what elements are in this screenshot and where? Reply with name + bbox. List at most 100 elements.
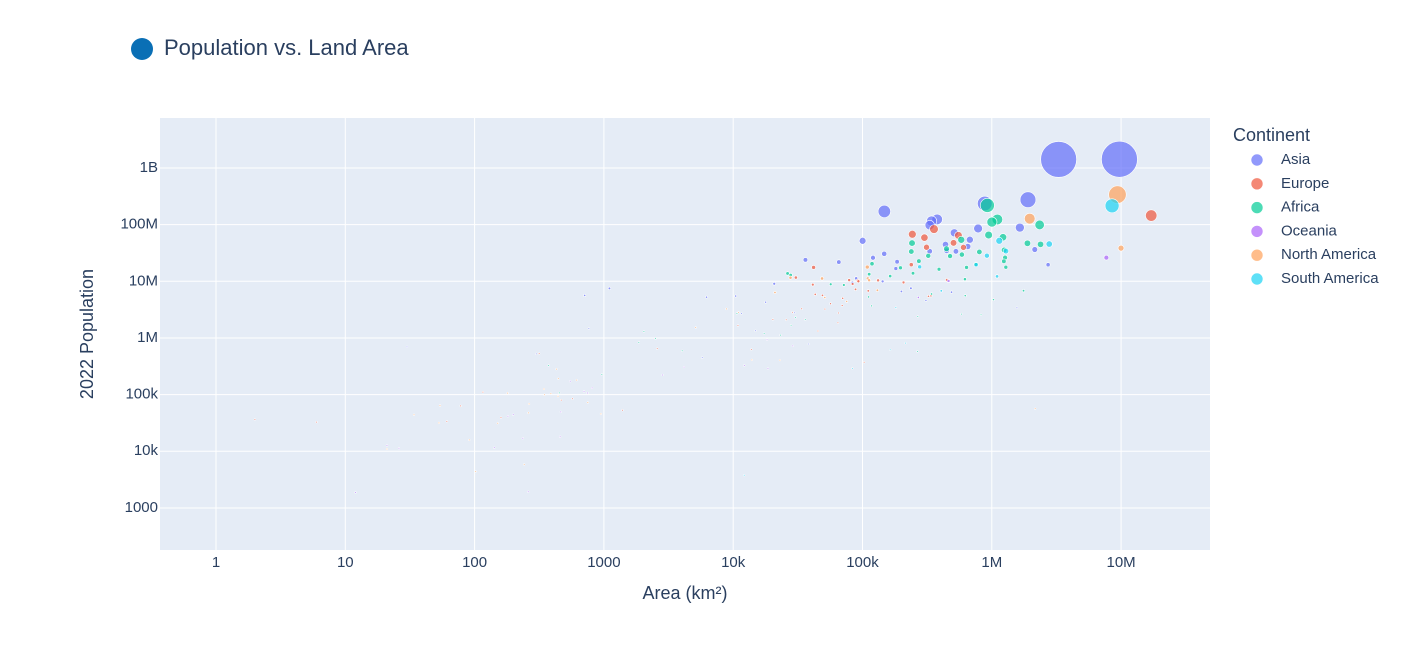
- bubble: [556, 395, 560, 398]
- x-axis-title: Area (km²): [643, 583, 728, 603]
- bubble: [661, 373, 664, 377]
- bubble: [916, 296, 920, 299]
- bubble: [405, 345, 409, 349]
- bubble: [995, 274, 1000, 279]
- bubble: [512, 413, 515, 416]
- bubble: [869, 261, 875, 267]
- bubble: [1104, 198, 1120, 214]
- bubble: [1045, 262, 1051, 268]
- bubble: [916, 258, 922, 264]
- bubble: [901, 280, 906, 285]
- bubble: [917, 264, 923, 270]
- bubble: [880, 279, 885, 284]
- bubble: [681, 349, 684, 352]
- legend-marker[interactable]: [1250, 177, 1264, 191]
- bubble: [385, 444, 389, 447]
- legend-label[interactable]: Africa: [1281, 199, 1320, 216]
- legend-label[interactable]: Oceania: [1281, 222, 1338, 239]
- bubble: [866, 289, 870, 293]
- bubble: [785, 271, 790, 276]
- bubble: [841, 296, 845, 300]
- legend-label[interactable]: South America: [1281, 270, 1379, 287]
- chart-title: Population vs. Land Area: [164, 35, 409, 60]
- bubble: [1037, 240, 1045, 248]
- bubble: [506, 415, 510, 418]
- legend-label[interactable]: Europe: [1281, 175, 1329, 192]
- bubble: [523, 463, 526, 466]
- bubble: [925, 252, 932, 259]
- bubble: [837, 311, 840, 315]
- bubble: [958, 251, 965, 258]
- bubble: [870, 254, 876, 261]
- plot-area: [160, 118, 1210, 550]
- bubble: [800, 307, 803, 310]
- bubble: [459, 404, 462, 407]
- title-icon: [131, 38, 153, 60]
- bubble: [802, 257, 809, 263]
- bubble: [908, 239, 916, 247]
- bubble: [973, 223, 983, 234]
- bubble: [973, 262, 979, 268]
- bubble: [493, 446, 496, 449]
- bubble: [591, 386, 594, 390]
- bubble: [743, 364, 746, 367]
- legend-title: Continent: [1233, 125, 1310, 145]
- bubble: [876, 278, 880, 283]
- bubble: [909, 286, 913, 290]
- legend-label[interactable]: Asia: [1281, 151, 1311, 168]
- y-tick-label: 1M: [137, 329, 158, 346]
- bubble: [939, 289, 943, 293]
- legend-marker[interactable]: [1250, 248, 1264, 262]
- bubble: [1101, 140, 1138, 178]
- bubble: [771, 318, 774, 321]
- bubble: [870, 304, 873, 308]
- bubble: [790, 324, 793, 327]
- bubble: [788, 275, 793, 280]
- bubble: [779, 334, 782, 337]
- y-tick-label: 10M: [129, 272, 158, 289]
- bubble: [816, 329, 820, 333]
- bubble: [811, 265, 816, 270]
- bubble: [923, 243, 930, 251]
- bubble: [736, 324, 740, 327]
- bubble: [557, 377, 560, 380]
- bubble: [654, 337, 657, 340]
- bubble: [845, 300, 848, 303]
- bubble: [763, 332, 766, 335]
- bubble: [547, 364, 550, 367]
- bubble: [481, 390, 485, 394]
- bubble: [853, 287, 858, 291]
- legend-marker[interactable]: [1250, 272, 1264, 286]
- bubble: [793, 311, 796, 314]
- bubble: [582, 390, 586, 393]
- legend-marker[interactable]: [1250, 225, 1264, 238]
- bubble: [1002, 248, 1009, 255]
- bubble: [908, 248, 915, 255]
- bubble: [750, 358, 753, 361]
- bubble: [804, 318, 807, 321]
- bubble: [881, 250, 888, 257]
- y-tick-label: 100k: [125, 386, 158, 403]
- bubble: [836, 321, 840, 324]
- bubble: [984, 252, 990, 259]
- bubble: [599, 412, 602, 415]
- bubble: [527, 411, 530, 414]
- bubble: [621, 409, 624, 412]
- y-tick-label: 100M: [120, 216, 158, 233]
- bubble: [586, 401, 589, 404]
- legend-marker[interactable]: [1250, 201, 1264, 214]
- bubble: [910, 271, 916, 276]
- bubble: [1145, 209, 1158, 222]
- bubble: [957, 235, 966, 244]
- bubble: [867, 295, 870, 299]
- bubble: [772, 282, 776, 286]
- bubble: [734, 294, 738, 298]
- bubble: [253, 418, 257, 421]
- bubble: [856, 279, 861, 284]
- bubble: [740, 312, 743, 315]
- legend-label[interactable]: North America: [1281, 246, 1377, 263]
- bubble: [607, 286, 612, 291]
- bubble: [559, 410, 562, 413]
- bubble: [943, 245, 950, 253]
- legend-marker[interactable]: [1250, 153, 1264, 167]
